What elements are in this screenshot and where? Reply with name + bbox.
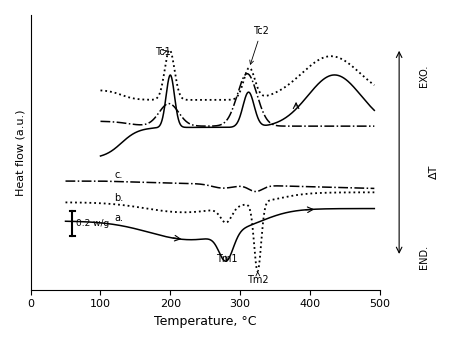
Text: Tc1: Tc1 [155, 47, 171, 57]
Y-axis label: Heat flow (a.u.): Heat flow (a.u.) [15, 109, 25, 196]
Text: EXO.: EXO. [419, 64, 429, 87]
Text: Tm1: Tm1 [216, 254, 237, 264]
Text: 0.2 w/g: 0.2 w/g [76, 219, 109, 228]
Text: Tc2: Tc2 [250, 26, 269, 64]
Text: a.: a. [114, 213, 123, 223]
Text: ΔT: ΔT [428, 164, 439, 179]
Text: b.: b. [114, 193, 124, 203]
Text: Tm2: Tm2 [247, 272, 269, 285]
Text: c.: c. [114, 170, 123, 180]
Text: END.: END. [419, 245, 429, 269]
X-axis label: Temperature, °C: Temperature, °C [154, 315, 256, 328]
